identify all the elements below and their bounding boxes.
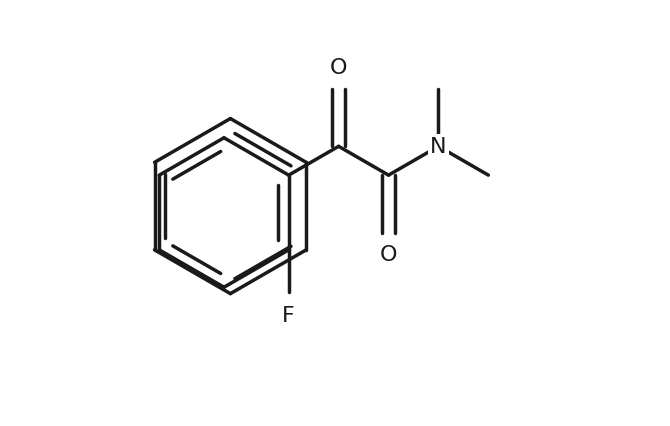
Text: F: F [282, 305, 295, 325]
Text: O: O [330, 58, 347, 78]
Text: O: O [380, 245, 397, 265]
Text: N: N [430, 137, 447, 157]
